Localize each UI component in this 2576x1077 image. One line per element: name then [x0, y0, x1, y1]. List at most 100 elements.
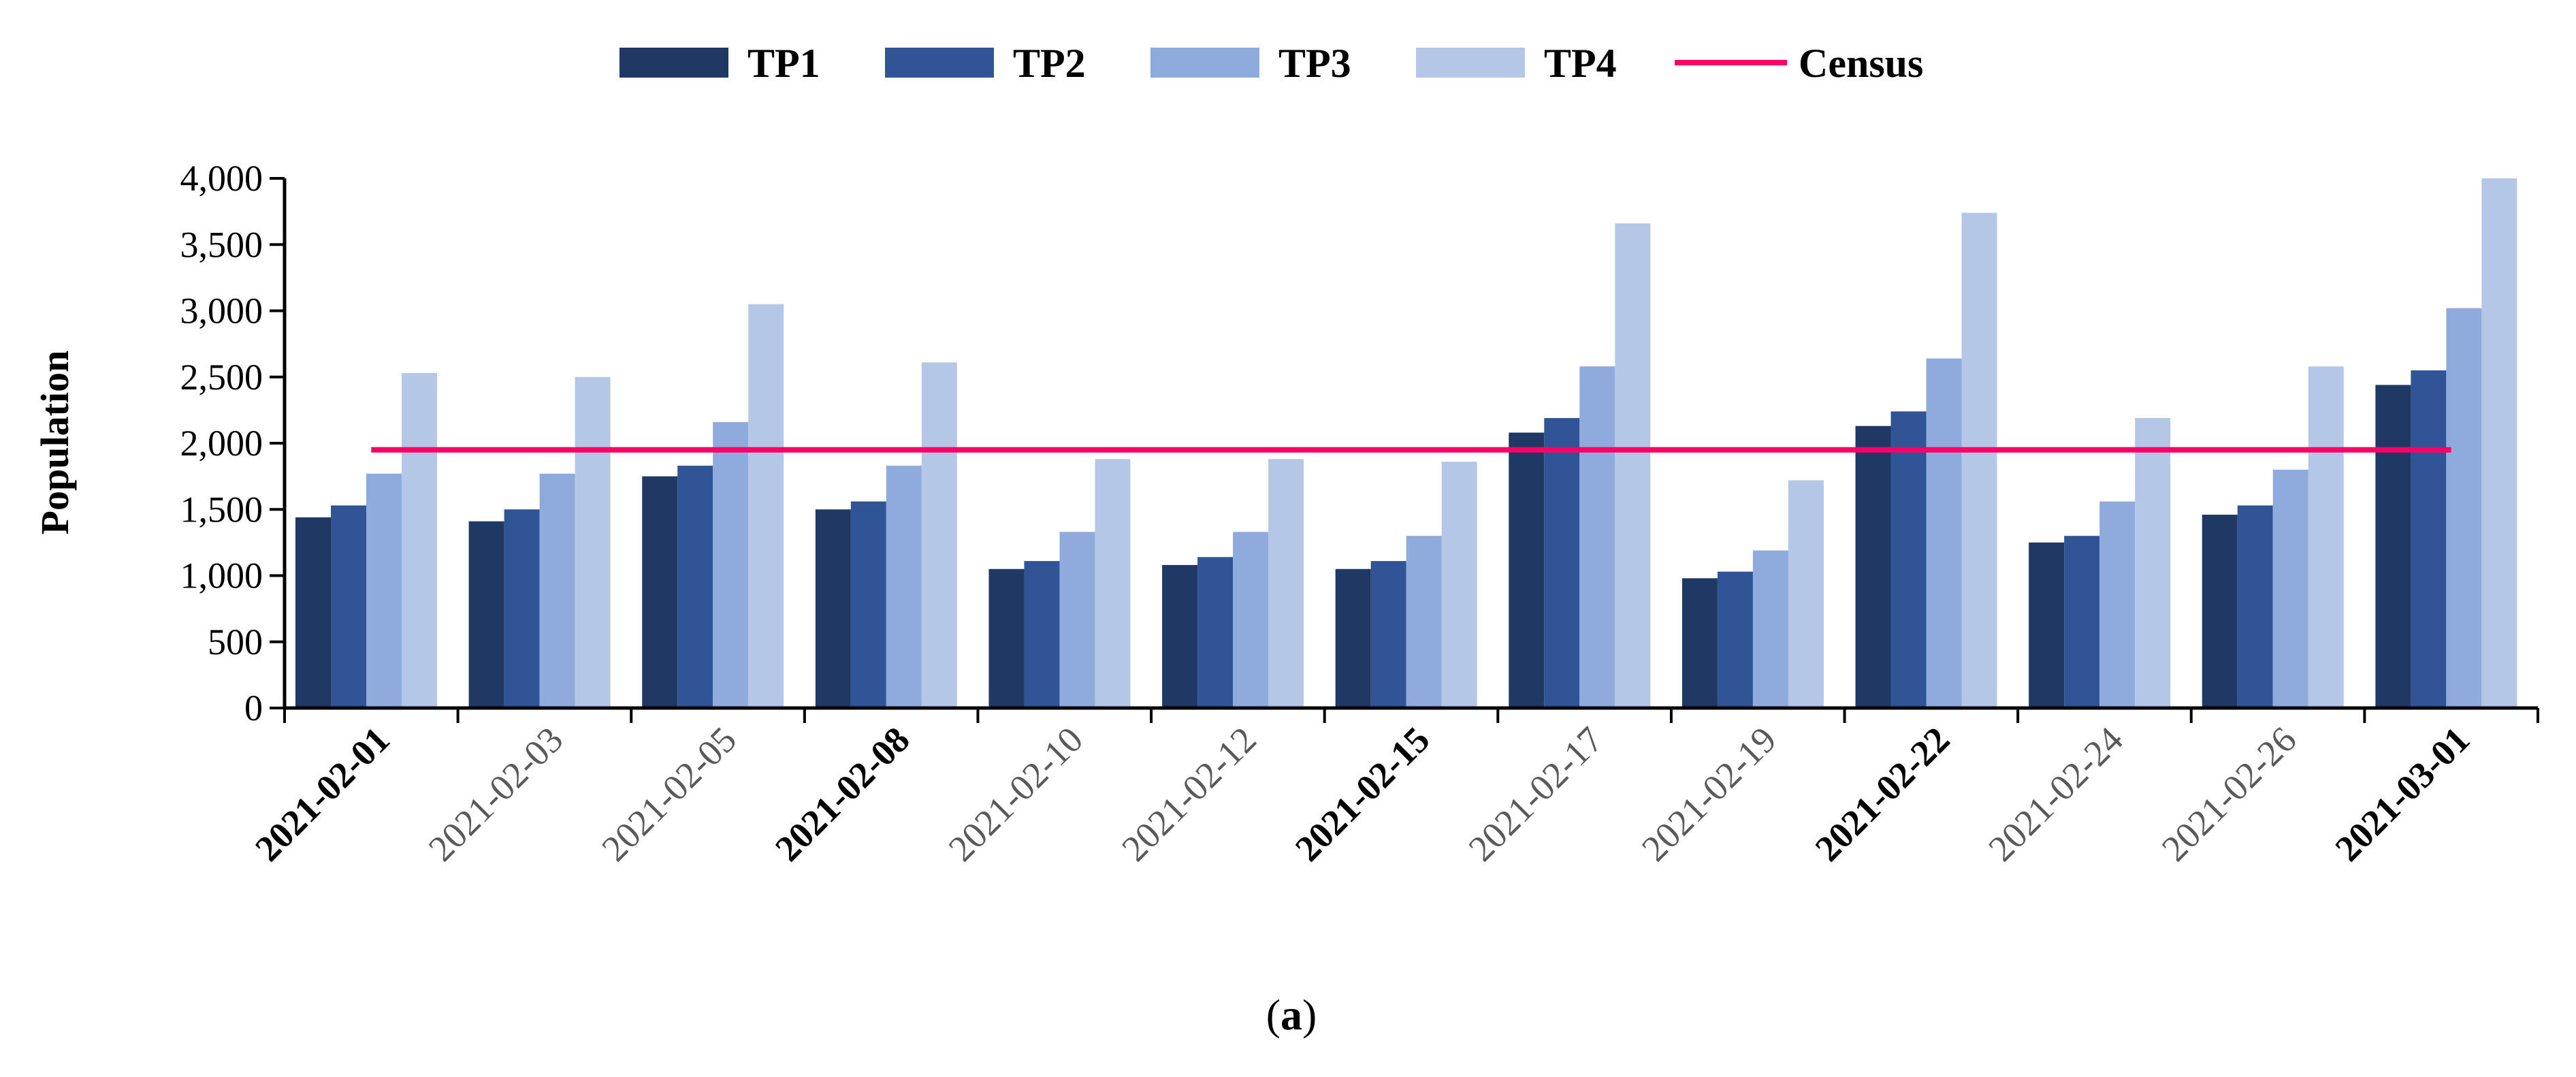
bar-tp4 — [921, 362, 957, 708]
bar-group — [1162, 459, 1304, 708]
bar-group — [2202, 366, 2344, 708]
bar-tp1 — [642, 476, 678, 708]
bar-tp2 — [1197, 557, 1234, 708]
y-tick-label: 2,000 — [180, 423, 263, 464]
x-tick-label: 2021-02-01 — [247, 719, 398, 869]
bar-group — [468, 376, 611, 708]
bar-tp2 — [677, 466, 713, 708]
bar-tp4 — [2481, 178, 2517, 708]
bar-tp3 — [2099, 501, 2136, 708]
legend-item-census: Census — [1675, 41, 1923, 86]
bar-tp1 — [988, 568, 1025, 708]
x-tick-label: 2021-02-24 — [1980, 719, 2131, 869]
x-tick-label: 2021-02-19 — [1634, 719, 1784, 869]
y-tick-label: 1,000 — [180, 556, 263, 596]
bar-tp1 — [815, 509, 851, 708]
y-tick-label: 4,000 — [180, 158, 263, 199]
bar-tp4 — [1961, 212, 1997, 708]
bar-tp3 — [1406, 536, 1442, 708]
caption-letter: a — [1281, 991, 1302, 1039]
bar-tp1 — [2029, 542, 2065, 708]
bar-tp1 — [1681, 578, 1718, 708]
bar-tp3 — [366, 473, 402, 708]
bar-tp1 — [2202, 515, 2238, 708]
y-axis: 0 500 1,000 1,500 2,000 2,500 3,000 3,500 4,000 — [180, 158, 287, 728]
x-tick-label: 2021-02-12 — [1114, 719, 1264, 869]
bar-tp2 — [2064, 536, 2100, 708]
bar-tp1 — [1335, 568, 1371, 708]
bar-tp4 — [575, 376, 611, 708]
bar-tp2 — [1370, 561, 1406, 708]
y-tick-label: 1,500 — [180, 489, 263, 530]
x-tick-label: 2021-02-15 — [1287, 719, 1438, 869]
caption-close-paren: ) — [1302, 991, 1317, 1039]
legend-item-tp1: TP1 — [619, 41, 820, 86]
bar-tp3 — [713, 421, 749, 708]
bar-tp4 — [2308, 366, 2344, 708]
bar-group — [1681, 480, 1824, 708]
x-tick-label: 2021-02-08 — [767, 719, 918, 869]
bar-group — [815, 362, 957, 708]
bar-tp2 — [850, 501, 886, 708]
bar-tp2 — [1024, 561, 1060, 708]
bar-group — [1509, 223, 1651, 708]
bars — [295, 178, 2517, 708]
bar-tp3 — [1579, 366, 1615, 708]
bar-tp3 — [2272, 469, 2308, 708]
x-tick-label: 2021-02-22 — [1807, 719, 1958, 869]
legend-label-census: Census — [1799, 41, 1923, 86]
bar-tp3 — [2446, 308, 2482, 708]
x-tick-label: 2021-02-03 — [421, 719, 571, 869]
bar-tp4 — [1441, 462, 1477, 708]
bar-tp4 — [402, 372, 437, 708]
legend-swatch-tp3 — [1150, 48, 1259, 78]
bar-tp4 — [1268, 459, 1304, 708]
bar-tp2 — [1544, 418, 1580, 708]
bar-tp4 — [2135, 418, 2171, 708]
bar-tp3 — [539, 473, 575, 708]
y-tick-label: 500 — [208, 622, 263, 662]
x-tick-label: 2021-02-26 — [2154, 719, 2304, 869]
bar-tp2 — [2411, 370, 2447, 708]
bar-tp1 — [1509, 432, 1545, 708]
bar-tp3 — [1926, 358, 1962, 708]
legend-swatch-tp4 — [1416, 48, 1525, 78]
legend-item-tp3: TP3 — [1150, 41, 1351, 86]
legend-label-tp4: TP4 — [1544, 41, 1617, 86]
bar-tp3 — [886, 466, 922, 708]
legend-label-tp2: TP2 — [1013, 41, 1086, 86]
bar-tp2 — [504, 509, 540, 708]
bar-tp2 — [331, 505, 366, 708]
y-axis-title: Population — [33, 351, 77, 535]
y-tick-label: 3,000 — [180, 291, 263, 332]
bar-tp2 — [2237, 505, 2273, 708]
bar-group — [642, 304, 784, 708]
legend-label-tp1: TP1 — [747, 41, 820, 86]
bar-group — [295, 372, 437, 708]
bar-tp3 — [1059, 532, 1095, 708]
x-tick-label: 2021-02-10 — [941, 719, 1091, 869]
bar-tp2 — [1717, 571, 1753, 708]
legend-label-tp3: TP3 — [1278, 41, 1351, 86]
bar-tp1 — [1855, 425, 1891, 708]
legend-item-tp2: TP2 — [885, 41, 1086, 86]
bar-tp1 — [2375, 385, 2411, 708]
bar-group — [2029, 418, 2171, 708]
bar-tp4 — [1615, 223, 1651, 708]
x-tick-label: 2021-03-01 — [2328, 719, 2478, 869]
x-tick-label: 2021-02-17 — [1461, 719, 1611, 869]
bar-group — [1855, 212, 1997, 708]
bar-tp4 — [1095, 459, 1131, 708]
bar-tp2 — [1890, 411, 1927, 708]
bar-tp4 — [748, 304, 784, 708]
figure-caption: (a) — [1266, 991, 1317, 1039]
bar-tp3 — [1233, 532, 1269, 708]
bar-group — [2375, 178, 2517, 708]
bar-tp4 — [1788, 480, 1824, 708]
bar-group — [988, 459, 1131, 708]
x-axis: 2021-02-01 2021-02-03 2021-02-05 2021-02-08… — [247, 706, 2539, 869]
caption-open-paren: ( — [1266, 991, 1281, 1039]
legend-swatch-tp1 — [619, 48, 728, 78]
y-tick-label: 0 — [244, 688, 263, 728]
